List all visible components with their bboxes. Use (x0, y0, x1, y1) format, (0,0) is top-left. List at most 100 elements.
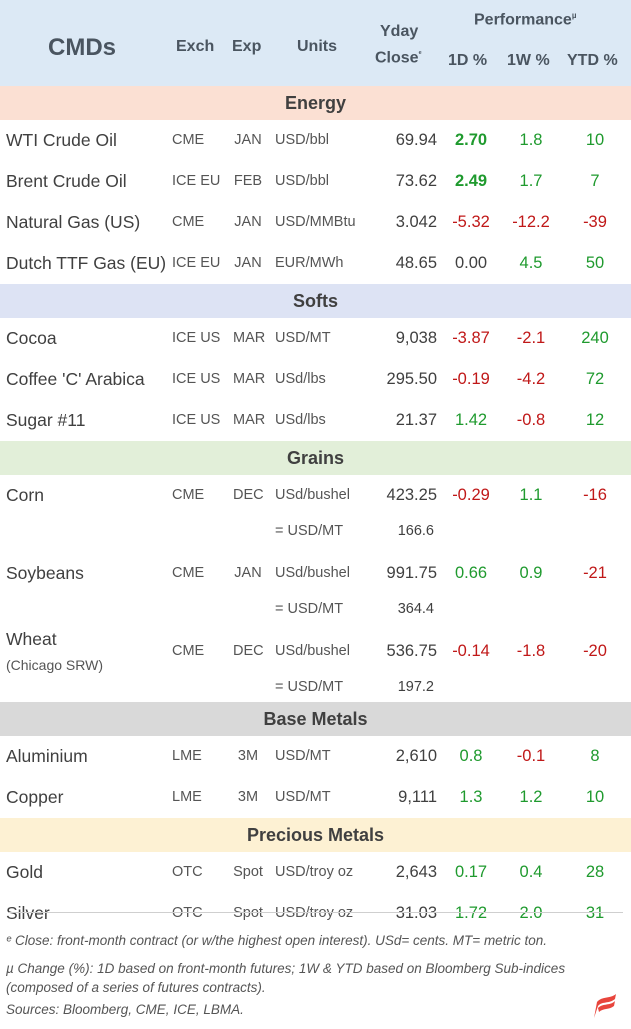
exchange-cell: CME (172, 487, 205, 503)
conversion-units-cell: = USD/MT (275, 523, 344, 539)
units-cell: USd/lbs (275, 371, 326, 387)
units-cell: USd/bushel (275, 565, 350, 581)
commodity-name: Natural Gas (US) (6, 212, 141, 232)
commodity-name: Brent Crude Oil (6, 171, 127, 191)
units-cell: USD/MT (275, 748, 331, 764)
commodity-name: Copper (6, 787, 64, 807)
footnote-close: ᵉ Close: front-month contract (or w/the … (6, 933, 547, 948)
expiry-cell: Spot (233, 905, 263, 921)
change-1d-cell: -0.29 (452, 486, 490, 504)
exchange-cell: OTC (172, 864, 203, 880)
exchange-cell: ICE US (172, 371, 221, 387)
section-header-softs: Softs (0, 284, 631, 318)
expiry-cell: 3M (237, 748, 259, 764)
yday-close-cell: 31.03 (395, 904, 437, 922)
yday-close-cell: 9,111 (398, 788, 437, 806)
commodity-name: Corn (6, 485, 44, 505)
yday-close-cell: 73.62 (395, 172, 437, 190)
expiry-cell: Spot (233, 864, 263, 880)
commodity-name: Cocoa (6, 328, 57, 348)
conversion-row: = USD/MT 364.4 (0, 594, 631, 624)
commodity-name: Dutch TTF Gas (EU) (6, 253, 167, 273)
change-1d-cell: 1.42 (454, 411, 488, 429)
table-row: Corn CME DEC USd/bushel 423.25 -0.29 1.1 -16 (0, 475, 631, 516)
conversion-close-cell: 197.2 (397, 679, 434, 695)
table-row: Silver OTC Spot USD/troy oz 31.03 1.72 2.0 31 (0, 893, 631, 934)
exchange-cell: OTC (172, 905, 203, 921)
change-1w-cell: -0.8 (516, 411, 546, 429)
change-1d-cell: 0.66 (454, 564, 488, 582)
change-ytd-cell: 8 (590, 747, 600, 765)
change-1w-cell: 1.8 (519, 131, 543, 149)
footnote-change: µ Change (%): 1D based on front-month fu… (6, 961, 566, 976)
change-ytd-cell: 31 (585, 904, 605, 922)
yday-close-cell: 2,610 (395, 747, 437, 765)
change-1w-cell: 2.0 (519, 904, 543, 922)
commodity-name: Soybeans (6, 563, 84, 583)
table-row: Gold OTC Spot USD/troy oz 2,643 0.17 0.4 28 (0, 852, 631, 893)
commodity-name: Gold (6, 862, 43, 882)
yday-close-cell: 3.042 (395, 213, 437, 231)
footnote-change-cont: (composed of a series of futures contrac… (6, 980, 266, 995)
table-header: CMDs Exch Exp Units Yday Closeᵉ Performa… (0, 0, 631, 86)
change-ytd-cell: -16 (583, 486, 607, 504)
change-1w-cell: -12.2 (512, 213, 550, 231)
change-ytd-cell: 12 (585, 411, 605, 429)
commodity-name: Silver (6, 903, 50, 923)
change-1d-cell: -0.14 (452, 642, 490, 660)
footnote-sources: Sources: Bloomberg, CME, ICE, LBMA. (6, 1002, 244, 1017)
units-cell: USD/bbl (275, 132, 329, 148)
exchange-cell: CME (172, 565, 205, 581)
commodity-subname: (Chicago SRW) (6, 657, 103, 673)
change-1w-cell: -4.2 (516, 370, 546, 388)
change-ytd-cell: -39 (583, 213, 607, 231)
units-cell: USD/troy oz (275, 905, 354, 921)
yday-close-cell: 2,643 (395, 863, 437, 881)
conversion-close-cell: 364.4 (397, 601, 434, 617)
change-1d-cell: 0.00 (454, 254, 488, 272)
table-row: WTI Crude Oil CME JAN USD/bbl 69.94 2.70 1.8 10 (0, 120, 631, 161)
column-header-yday: Yday (380, 23, 419, 40)
units-cell: USD/troy oz (275, 864, 354, 880)
units-cell: USd/lbs (275, 412, 326, 428)
section-header-grains: Grains (0, 441, 631, 475)
column-header-units: Units (297, 38, 337, 55)
section-header-precious-metals: Precious Metals (0, 818, 631, 852)
change-ytd-cell: 10 (585, 788, 605, 806)
change-ytd-cell: 72 (585, 370, 605, 388)
change-1w-cell: 1.7 (519, 172, 543, 190)
exchange-cell: CME (172, 132, 205, 148)
change-1d-cell: -0.19 (452, 370, 490, 388)
expiry-cell: JAN (234, 132, 262, 148)
units-cell: USD/MT (275, 330, 331, 346)
conversion-row: = USD/MT 166.6 (0, 516, 631, 546)
column-header-close: Closeᵉ (375, 49, 422, 67)
brand-flag-logo-icon (594, 994, 616, 1018)
yday-close-cell: 9,038 (395, 329, 437, 347)
change-1d-cell: -3.87 (452, 329, 490, 347)
table-row: Coffee 'C' Arabica ICE US MAR USd/lbs 295.50… (0, 359, 631, 400)
table-row: Dutch TTF Gas (EU) ICE EU JAN EUR/MWh 48.65 0… (0, 243, 631, 284)
yday-close-cell: 295.50 (386, 370, 437, 388)
units-cell: USD/MMBtu (275, 214, 356, 230)
expiry-cell: JAN (234, 214, 262, 230)
table-row: Wheat CME DEC USd/bushel 536.75 -0.14 -1.8 -20 (0, 629, 631, 672)
expiry-cell: 3M (237, 789, 259, 805)
column-header-exch: Exch (176, 38, 215, 55)
units-cell: USD/bbl (275, 173, 329, 189)
column-group-performance: Performanceµ (474, 11, 576, 29)
change-ytd-cell: 28 (585, 863, 605, 881)
yday-close-cell: 69.94 (395, 131, 437, 149)
section-header-base-metals: Base Metals (0, 702, 631, 736)
commodity-name: Aluminium (6, 746, 88, 766)
change-ytd-cell: -21 (583, 564, 607, 582)
conversion-units-cell: = USD/MT (275, 601, 344, 617)
page-title: CMDs (48, 34, 117, 61)
change-1w-cell: -0.1 (516, 747, 546, 765)
yday-close-cell: 991.75 (386, 564, 437, 582)
change-1w-cell: 1.2 (519, 788, 543, 806)
change-ytd-cell: 10 (585, 131, 605, 149)
conversion-row: = USD/MT 197.2 (0, 672, 631, 702)
change-1d-cell: 1.3 (459, 788, 483, 806)
units-cell: USD/MT (275, 789, 331, 805)
